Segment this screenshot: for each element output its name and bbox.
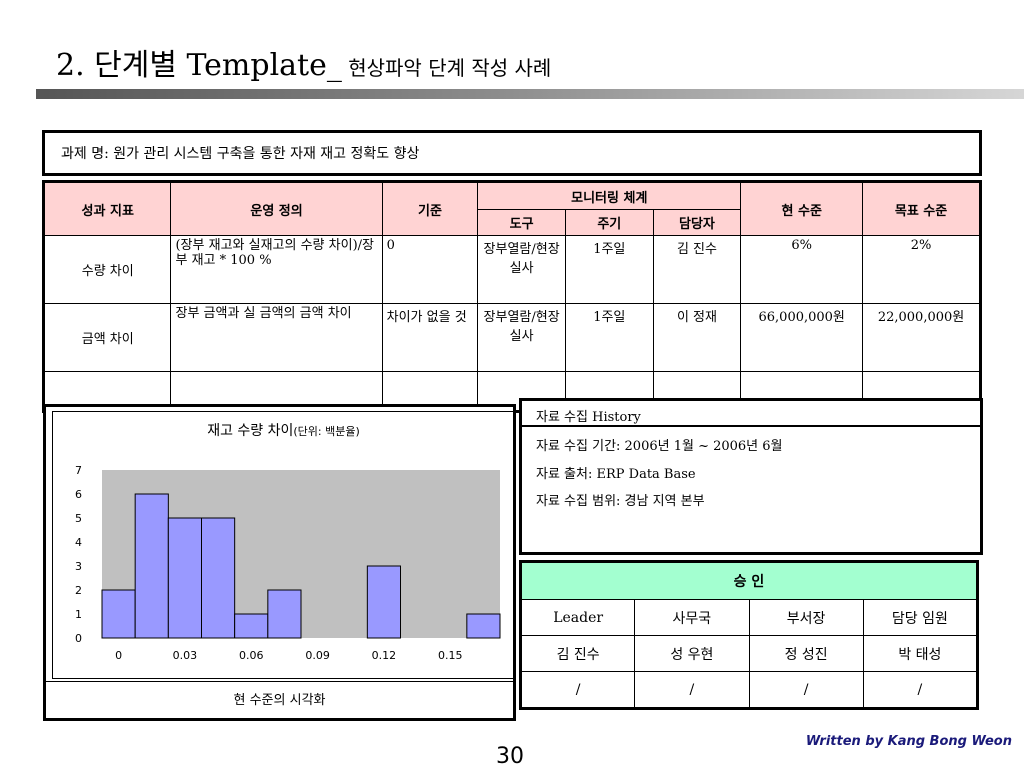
kpi-cell-tool: 장부열람/현장실사 (477, 303, 566, 372)
chart-title-unit: (단위: 백분율) (293, 425, 360, 438)
history-header-text: 자료 수집 History (536, 410, 641, 425)
approval-names-row: 김 진수 성 우현 정 성진 박 태성 (519, 635, 979, 672)
x-tick-label: 0.06 (239, 649, 264, 662)
kpi-cell-cycle: 1주일 (564, 235, 654, 304)
chart-caption: 현 수준의 시각화 (46, 681, 513, 719)
kpi-cell-owner: 김 진수 (652, 235, 742, 304)
kpi-header-metric: 성과 지표 (42, 181, 172, 236)
x-tick-label: 0.15 (438, 649, 463, 662)
x-tick-label: 0.03 (173, 649, 198, 662)
y-tick-label: 6 (75, 488, 82, 501)
approval-role: 사무국 (634, 599, 750, 636)
x-tick-label: 0.09 (305, 649, 330, 662)
histogram-chart: 0 1 2 3 4 5 6 7 0 0.03 0.06 0.09 0.12 0.15 (75, 464, 501, 662)
kpi-cell-target: 2% (862, 235, 981, 304)
approval-role: 담당 임원 (862, 599, 979, 636)
histogram-bar (466, 613, 501, 639)
approval-sign: / (748, 671, 864, 709)
kpi-table: 성과 지표 운영 정의 기준 모니터링 체계 현 수준 목표 수준 도구 주기 … (42, 180, 982, 413)
y-tick-label: 0 (75, 632, 82, 645)
approval-sign: / (862, 671, 979, 709)
kpi-header-current: 현 수준 (740, 181, 864, 236)
data-history-panel: 자료 수집 History 자료 수집 기간: 2006년 1월 ~ 2006년… (519, 398, 983, 555)
histogram-bar (101, 589, 136, 639)
kpi-cell-standard: 0 (381, 235, 479, 304)
kpi-cell-tool: 장부열람/현장실사 (477, 235, 566, 304)
y-tick-label: 7 (75, 464, 82, 477)
histogram-bar (201, 517, 236, 639)
kpi-cell-metric: 수량 차이 (42, 235, 172, 304)
x-tick-label: 0.12 (372, 649, 397, 662)
table-row: 금액 차이 장부 금액과 실 금액의 금액 차이 차이가 없을 것 장부열람/현… (42, 303, 981, 372)
slide-title: 2. 단계별 Template_ 현상파악 단계 작성 사례 (56, 40, 551, 84)
approval-role: 부서장 (748, 599, 864, 636)
approval-sign: / (634, 671, 750, 709)
approval-role: Leader (519, 599, 636, 636)
kpi-cell-cycle: 1주일 (564, 303, 654, 372)
kpi-cell-target: 22,000,000원 (862, 303, 981, 372)
approval-sign: / (519, 671, 636, 709)
history-header: 자료 수집 History (522, 401, 980, 427)
kpi-header-monitoring: 모니터링 체계 (477, 181, 742, 210)
approval-name: 정 성진 (748, 635, 864, 672)
kpi-header-target: 목표 수준 (862, 181, 981, 236)
approval-roles-row: Leader 사무국 부서장 담당 임원 (519, 599, 979, 636)
approval-name: 김 진수 (519, 635, 636, 672)
chart-panel: 재고 수량 차이(단위: 백분율) 0 1 2 3 4 5 6 7 0 0.03 0.06 0.09 0… (43, 404, 516, 721)
kpi-cell-current: 6% (740, 235, 864, 304)
table-row: 수량 차이 (장부 재고와 실재고의 수량 차이)/장부 재고 * 100 % … (42, 235, 981, 304)
y-tick-label: 2 (75, 584, 82, 597)
approval-name: 성 우현 (634, 635, 750, 672)
kpi-header-cycle: 주기 (564, 209, 654, 236)
slide-title-sub: 현상파악 단계 작성 사례 (341, 56, 552, 80)
histogram-bar (366, 565, 402, 639)
y-tick-label: 3 (75, 560, 82, 573)
kpi-cell-owner: 이 정재 (652, 303, 742, 372)
approval-name: 박 태성 (862, 635, 979, 672)
histogram-bar (267, 589, 302, 639)
kpi-header-owner: 담당자 (652, 209, 742, 236)
project-name: 과제 명: 원가 관리 시스템 구축을 통한 자재 재고 정확도 향상 (61, 146, 420, 162)
kpi-header-definition: 운영 정의 (170, 181, 383, 236)
kpi-cell-metric: 금액 차이 (42, 303, 172, 372)
kpi-cell-standard: 차이가 없을 것 (381, 303, 479, 372)
history-period: 자료 수집 기간: 2006년 1월 ~ 2006년 6월 (536, 439, 783, 454)
y-tick-label: 5 (75, 512, 82, 525)
y-tick-label: 1 (75, 608, 82, 621)
x-tick-label: 0 (115, 649, 122, 662)
kpi-header-tool: 도구 (477, 209, 566, 236)
histogram-bar (134, 493, 169, 639)
author-credit: Written by Kang Bong Weon (805, 734, 1012, 749)
approval-header: 승 인 (520, 561, 978, 600)
chart-title-text: 재고 수량 차이 (207, 423, 294, 439)
approval-table: 승 인 Leader 사무국 부서장 담당 임원 김 진수 성 우현 정 성진 … (519, 560, 979, 710)
history-scope: 자료 수집 범위: 경남 지역 본부 (536, 494, 705, 509)
project-name-box: 과제 명: 원가 관리 시스템 구축을 통한 자재 재고 정확도 향상 (42, 130, 982, 176)
kpi-cell-definition: (장부 재고와 실재고의 수량 차이)/장부 재고 * 100 % (170, 235, 383, 304)
histogram-bar (234, 613, 269, 639)
chart-title: 재고 수량 차이(단위: 백분율) (53, 420, 514, 440)
page-number: 30 (496, 744, 524, 769)
kpi-header-standard: 기준 (381, 181, 479, 236)
title-underline-bar (36, 89, 1024, 99)
kpi-cell-current: 66,000,000원 (740, 303, 864, 372)
history-source: 자료 출처: ERP Data Base (536, 467, 696, 482)
y-tick-label: 4 (75, 536, 82, 549)
kpi-cell-definition: 장부 금액과 실 금액의 금액 차이 (170, 303, 383, 372)
histogram-bar (167, 517, 203, 639)
approval-signs-row: / / / / (519, 671, 979, 709)
chart-frame: 재고 수량 차이(단위: 백분율) 0 1 2 3 4 5 6 7 0 0.03 0.06 0.09 0… (52, 411, 515, 679)
slide-title-main: 2. 단계별 Template_ (56, 48, 342, 83)
